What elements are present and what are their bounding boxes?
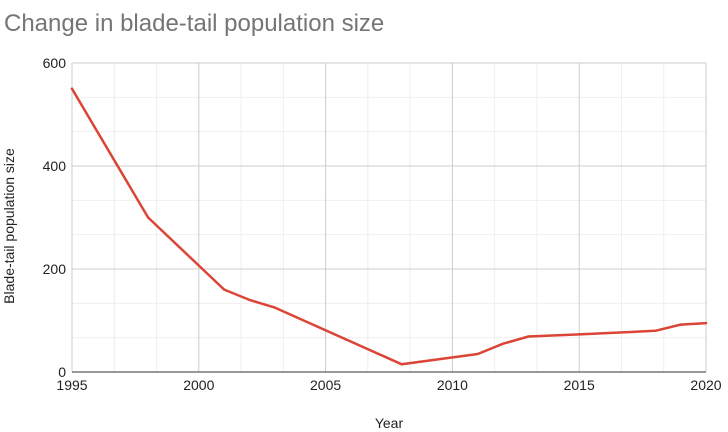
data-point (654, 329, 657, 332)
series-group (70, 87, 708, 366)
x-axis: 1995 2000 2005 2010 2015 2020 (56, 371, 722, 393)
data-point (70, 87, 74, 90)
data-point (400, 363, 403, 366)
data-point (146, 216, 150, 219)
x-tick-label: 2015 (564, 377, 595, 393)
y-tick-label: 400 (43, 158, 67, 174)
x-tick-label: 2020 (690, 377, 721, 393)
data-point (679, 323, 682, 326)
x-tick-label: 1995 (56, 377, 87, 393)
data-point (704, 321, 708, 325)
data-point (501, 342, 505, 345)
data-point (273, 306, 277, 309)
x-tick-label: 2010 (437, 377, 468, 393)
y-axis: 0 200 400 600 (43, 55, 67, 380)
x-axis-label: Year (375, 415, 404, 431)
data-point (578, 333, 581, 336)
y-tick-label: 0 (58, 364, 66, 380)
data-point (476, 352, 479, 356)
data-point (248, 298, 251, 302)
data-point (527, 335, 530, 338)
y-axis-label: Blade-tail population size (1, 148, 17, 304)
chart-title: Change in blade-tail population size (4, 10, 385, 37)
x-tick-label: 2000 (183, 377, 214, 393)
minor-gridlines (72, 63, 706, 372)
x-tick-label: 2005 (310, 377, 341, 393)
major-gridlines (71, 62, 707, 372)
series-line (70, 87, 708, 366)
y-tick-label: 600 (43, 55, 67, 71)
data-point (222, 288, 226, 291)
y-tick-label: 200 (43, 261, 67, 277)
